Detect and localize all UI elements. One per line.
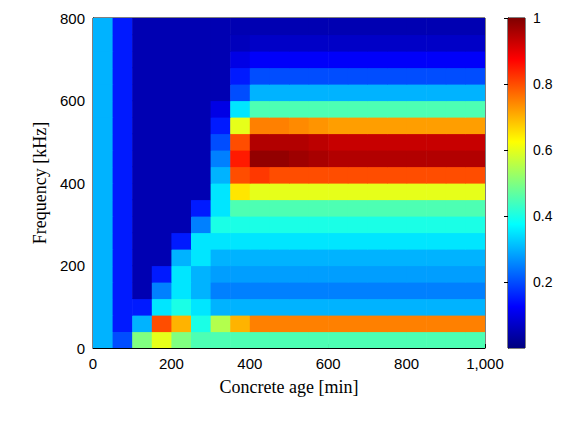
- svg-text:0.2: 0.2: [533, 274, 553, 290]
- svg-text:Frequency [kHz]: Frequency [kHz]: [30, 122, 50, 244]
- svg-text:Concrete age [min]: Concrete age [min]: [220, 377, 359, 397]
- svg-text:0.8: 0.8: [533, 76, 553, 92]
- svg-text:600: 600: [60, 92, 85, 109]
- svg-text:200: 200: [60, 257, 85, 274]
- svg-text:400: 400: [60, 175, 85, 192]
- svg-text:800: 800: [394, 355, 419, 372]
- svg-text:0: 0: [77, 340, 85, 357]
- svg-text:600: 600: [316, 355, 341, 372]
- svg-text:400: 400: [237, 355, 262, 372]
- svg-text:1,000: 1,000: [466, 355, 504, 372]
- svg-text:0.4: 0.4: [533, 208, 553, 224]
- svg-text:800: 800: [60, 10, 85, 27]
- svg-text:0: 0: [89, 355, 97, 372]
- svg-text:0.6: 0.6: [533, 142, 553, 158]
- svg-text:200: 200: [159, 355, 184, 372]
- svg-text:1: 1: [533, 10, 541, 26]
